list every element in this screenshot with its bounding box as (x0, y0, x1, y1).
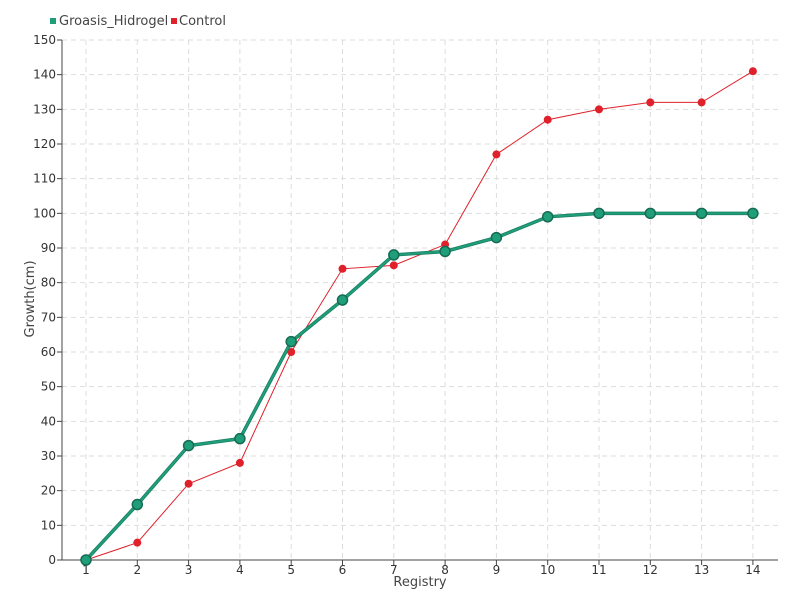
y-tick-label: 60 (41, 345, 56, 359)
control-point (133, 538, 142, 547)
control-point (595, 105, 603, 114)
axes (57, 39, 778, 565)
grid (62, 39, 778, 560)
y-tick-label: 80 (41, 276, 56, 290)
groasis-hidrogel-point (747, 207, 759, 220)
legend-marker-control (171, 18, 177, 24)
x-tick-labels: 1 2 3 4 5 6 7 8 9 10 11 12 13 14 (82, 563, 760, 577)
groasis-hidrogel-point (644, 207, 657, 220)
groasis-hidrogel-point (234, 432, 246, 445)
control-point (338, 264, 347, 273)
groasis-hidrogel-point (336, 294, 349, 306)
groasis-hidrogel-point (80, 554, 92, 566)
groasis-hidrogel-line (85, 212, 753, 561)
control-point (235, 458, 244, 467)
y-axis-title: Growth(cm) (23, 260, 38, 337)
x-tick-label: 4 (236, 563, 244, 577)
y-tick-label: 130 (33, 102, 56, 116)
x-tick-label: 12 (643, 563, 658, 577)
x-tick-label: 3 (185, 563, 193, 577)
x-tick-label: 11 (591, 563, 606, 577)
x-tick-label: 5 (287, 563, 295, 577)
x-tick-label: 1 (82, 563, 90, 577)
y-tick-label: 30 (41, 449, 56, 463)
y-tick-label: 10 (41, 518, 56, 532)
y-tick-label: 0 (48, 553, 56, 567)
x-tick-label: 13 (694, 563, 709, 577)
groasis-hidrogel-point (695, 207, 708, 220)
groasis-hidrogel-point (285, 335, 297, 348)
groasis-hidrogel-point (182, 439, 195, 452)
y-tick-label: 50 (41, 380, 56, 394)
control-point (697, 98, 706, 107)
y-tick-label: 120 (33, 137, 56, 151)
series-layer (80, 67, 759, 566)
y-tick-labels: 0 10 20 30 40 50 60 70 80 90 100 110 120 130 140 150 (33, 33, 56, 567)
legend-marker-groasis-hidrogel (50, 18, 56, 24)
control-point (389, 261, 398, 270)
control-point (543, 115, 552, 124)
y-tick-label: 150 (33, 33, 56, 47)
series-control (82, 67, 757, 564)
x-tick-label: 7 (390, 563, 398, 577)
groasis-hidrogel-point (131, 498, 144, 511)
x-tick-label: 8 (441, 563, 449, 577)
control-point (748, 67, 757, 76)
x-axis-title: Registry (393, 575, 447, 590)
legend-label-control: Control (179, 14, 226, 29)
x-tick-label: 10 (540, 563, 555, 577)
groasis-hidrogel-point (388, 249, 400, 261)
groasis-hidrogel-point (490, 231, 503, 244)
groasis-hidrogel-point (593, 207, 605, 220)
y-tick-label: 110 (33, 172, 56, 186)
y-tick-label: 140 (33, 68, 56, 82)
groasis-hidrogel-point (439, 245, 451, 258)
x-tick-label: 9 (493, 563, 501, 577)
y-tick-label: 20 (41, 484, 56, 498)
series-groasis-hidrogel (80, 207, 759, 566)
control-point (646, 98, 655, 107)
y-tick-label: 90 (41, 241, 56, 255)
legend-label-groasis-hidrogel: Groasis_Hidrogel (59, 14, 168, 29)
x-tick-label: 6 (339, 563, 347, 577)
control-point (287, 348, 296, 356)
groasis-hidrogel-line-outline (84, 211, 753, 562)
y-tick-label: 40 (41, 414, 56, 428)
control-point (184, 479, 193, 488)
control-point (492, 150, 501, 159)
y-tick-label: 100 (33, 206, 56, 220)
y-tick-label: 70 (41, 310, 56, 324)
x-tick-label: 2 (133, 563, 141, 577)
x-tick-label: 14 (745, 563, 760, 577)
legend: Groasis_Hidrogel Control (50, 14, 226, 29)
groasis-hidrogel-point (541, 211, 554, 223)
